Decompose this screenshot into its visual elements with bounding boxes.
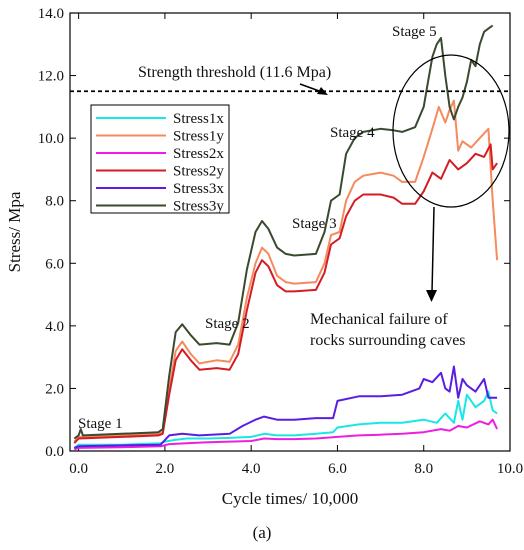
legend-label-stress3x: Stress3x bbox=[173, 181, 224, 197]
series-line-stress2x bbox=[73, 418, 499, 451]
y-axis-title: Stress/ Mpa bbox=[5, 191, 24, 272]
series-line-stress1y bbox=[73, 99, 499, 443]
x-tick-label: 0.0 bbox=[69, 461, 88, 477]
stage-label-5: Stage 5 bbox=[392, 24, 437, 40]
y-tick-label: 10.0 bbox=[38, 131, 64, 147]
failure-annotation-line-2: rocks surrounding caves bbox=[310, 332, 466, 349]
legend-label-stress2x: Stress2x bbox=[173, 146, 224, 162]
failure-arrow-line bbox=[431, 206, 435, 293]
figure-caption: (a) bbox=[253, 523, 272, 542]
series-lines bbox=[73, 24, 499, 451]
series-line-stress3x bbox=[73, 365, 498, 449]
y-tick-label: 12.0 bbox=[38, 69, 64, 85]
series-line-stress3y bbox=[73, 24, 494, 440]
failure-region-ellipse bbox=[392, 54, 510, 208]
x-tick-label: 2.0 bbox=[156, 461, 175, 477]
threshold-group: Strength threshold (11.6 Mpa) bbox=[70, 64, 510, 95]
stage-label-1: Stage 1 bbox=[78, 416, 123, 432]
stage-label-2: Stage 2 bbox=[205, 316, 250, 332]
annotations: Stage 1 Stage 2 Stage 3 Stage 4 Stage 5 Mecha… bbox=[78, 24, 510, 432]
strength-threshold-label: Strength threshold (11.6 Mpa) bbox=[138, 64, 331, 81]
x-tick-label: 4.0 bbox=[242, 461, 261, 477]
failure-arrow-head bbox=[426, 290, 437, 302]
y-tick-label: 8.0 bbox=[45, 194, 64, 210]
stage-label-3: Stage 3 bbox=[292, 216, 337, 232]
x-axis-title: Cycle times/ 10,000 bbox=[222, 489, 358, 508]
legend-label-stress2y: Stress2y bbox=[173, 164, 224, 180]
stage-label-4: Stage 4 bbox=[330, 125, 375, 141]
y-tick-label: 14.0 bbox=[38, 6, 64, 22]
axis-ticks: 0.0 2.0 4.0 6.0 8.0 10.0 12.0 14.0 0.0 2.0 4.0 6.0 8… bbox=[38, 6, 523, 477]
y-tick-label: 0.0 bbox=[45, 444, 64, 460]
x-tick-label: 6.0 bbox=[328, 461, 347, 477]
failure-annotation-line-1: Mechanical failure of bbox=[310, 311, 448, 328]
y-tick-label: 2.0 bbox=[45, 381, 64, 397]
plot-area-frame bbox=[69, 12, 511, 452]
x-tick-label: 8.0 bbox=[414, 461, 433, 477]
threshold-arrow-line bbox=[299, 83, 323, 93]
y-tick-label: 6.0 bbox=[45, 256, 64, 272]
series-line-stress2y bbox=[73, 143, 498, 444]
threshold-arrow-head bbox=[317, 87, 328, 95]
legend-label-stress1x: Stress1x bbox=[173, 111, 224, 127]
x-tick-label: 10.0 bbox=[497, 461, 523, 477]
legend-box bbox=[90, 104, 230, 214]
legend-label-stress3y: Stress3y bbox=[173, 199, 224, 215]
y-tick-label: 4.0 bbox=[45, 319, 64, 335]
series-line-stress1x bbox=[73, 390, 498, 449]
legend-label-stress1y: Stress1y bbox=[173, 129, 224, 145]
